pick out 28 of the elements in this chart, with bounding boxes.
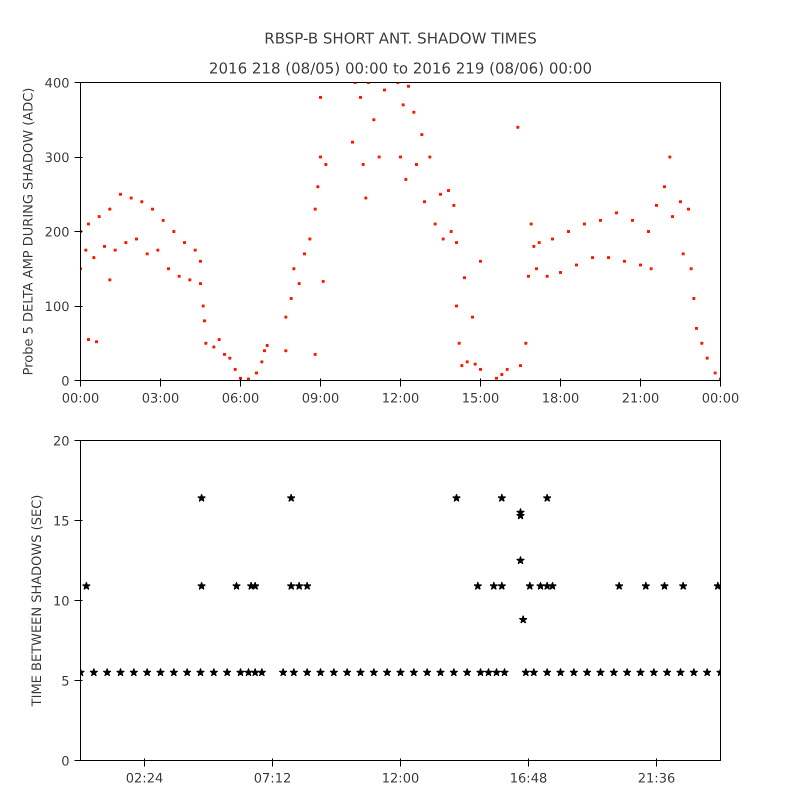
y-tick-label: 20 xyxy=(52,434,70,450)
y-tick-label: 100 xyxy=(44,300,70,315)
x-tick-label: 00:00 xyxy=(702,392,740,406)
x-tick-label: 07:12 xyxy=(254,772,292,786)
y-axis-title: TIME BETWEEN SHADOWS (SEC) xyxy=(30,494,45,708)
x-tick-label: 21:36 xyxy=(638,772,676,786)
y-tick-label: 15 xyxy=(52,514,70,530)
x-tick-label: 06:00 xyxy=(222,392,260,406)
y-tick-label: 200 xyxy=(44,226,70,240)
x-tick-label: 02:24 xyxy=(126,772,164,786)
y-tick-label: 5 xyxy=(61,674,70,690)
x-tick-label: 16:48 xyxy=(510,772,548,786)
x-tick-label: 12:00 xyxy=(382,392,420,406)
x-tick-label: 18:00 xyxy=(542,392,580,406)
y-tick-label: 10 xyxy=(52,594,70,610)
x-tick-label: 00:00 xyxy=(62,392,100,406)
y-axis-title: Probe 5 DELTA AMP DURING SHADOW (ADC) xyxy=(22,88,37,376)
x-tick-label: 09:00 xyxy=(302,392,340,406)
chart-title: RBSP-B SHORT ANT. SHADOW TIMES xyxy=(264,30,537,48)
y-tick-label: 400 xyxy=(44,76,70,92)
x-tick-label: 03:00 xyxy=(142,392,180,406)
x-tick-label: 12:00 xyxy=(382,772,420,786)
y-tick-label: 300 xyxy=(44,151,70,166)
x-tick-label: 15:00 xyxy=(462,392,500,406)
x-tick-label: 21:00 xyxy=(622,392,660,406)
chart-subtitle: 2016 218 (08/05) 00:00 to 2016 219 (08/06) 00:00 xyxy=(208,60,592,78)
y-tick-label: 0 xyxy=(61,374,70,390)
y-tick-label: 0 xyxy=(61,754,70,770)
